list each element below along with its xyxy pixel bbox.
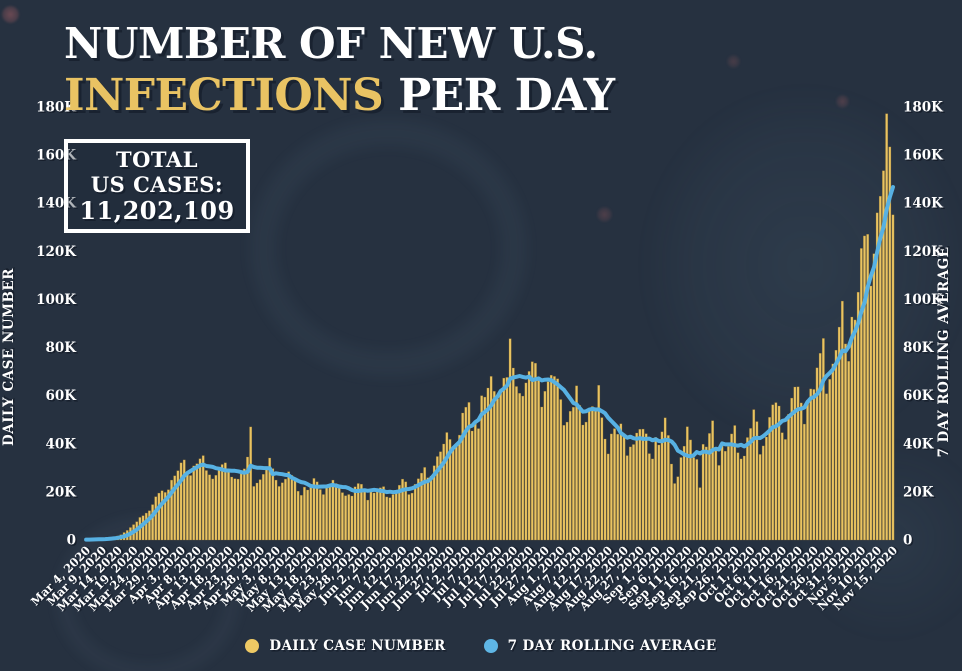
legend-label: DAILY CASE NUMBER (269, 638, 446, 654)
svg-text:0: 0 (67, 533, 76, 549)
svg-text:20K: 20K (903, 484, 935, 500)
page-title: NUMBER OF NEW U.S. INFECTIONS PER DAY (64, 18, 615, 122)
svg-text:20K: 20K (45, 484, 77, 500)
total-box-line-2: US CASES: (90, 172, 224, 197)
svg-text:100K: 100K (903, 292, 944, 308)
total-cases-value: 11,202,109 (79, 196, 235, 225)
svg-text:60K: 60K (903, 388, 935, 404)
svg-text:80K: 80K (903, 340, 935, 356)
chart-legend: DAILY CASE NUMBER 7 DAY ROLLING AVERAGE (0, 638, 962, 654)
legend-label: 7 DAY ROLLING AVERAGE (507, 638, 717, 654)
title-line-2: INFECTIONS PER DAY (64, 70, 615, 122)
svg-text:80K: 80K (45, 340, 77, 356)
svg-text:120K: 120K (36, 244, 77, 260)
daily-case-bars (84, 113, 895, 541)
total-us-cases-box: TOTAL US CASES: 11,202,109 (64, 139, 250, 233)
title-line-1: NUMBER OF NEW U.S. (64, 19, 598, 68)
rolling-average-line (84, 185, 895, 542)
svg-text:180K: 180K (36, 100, 77, 116)
daily-case-swatch (245, 639, 260, 653)
title-highlight: INFECTIONS (64, 70, 384, 121)
svg-text:40K: 40K (903, 436, 935, 452)
left-axis-title: DAILY CASE NUMBER (1, 268, 17, 446)
svg-text:120K: 120K (903, 244, 944, 260)
svg-text:160K: 160K (903, 148, 944, 164)
svg-text:0: 0 (903, 533, 912, 549)
svg-text:40K: 40K (45, 436, 77, 452)
rolling-average-swatch (483, 639, 498, 653)
right-axis-title: 7 DAY ROLLING AVERAGE (936, 246, 952, 457)
total-box-line-1: TOTAL (116, 147, 198, 172)
svg-text:180K: 180K (903, 100, 944, 116)
title-line-2-rest: PER DAY (383, 70, 615, 121)
legend-item-rolling-average: 7 DAY ROLLING AVERAGE (483, 638, 717, 654)
svg-text:140K: 140K (903, 196, 944, 212)
svg-text:60K: 60K (45, 388, 77, 404)
svg-text:100K: 100K (36, 292, 77, 308)
legend-item-daily-case-number: DAILY CASE NUMBER (245, 638, 445, 654)
